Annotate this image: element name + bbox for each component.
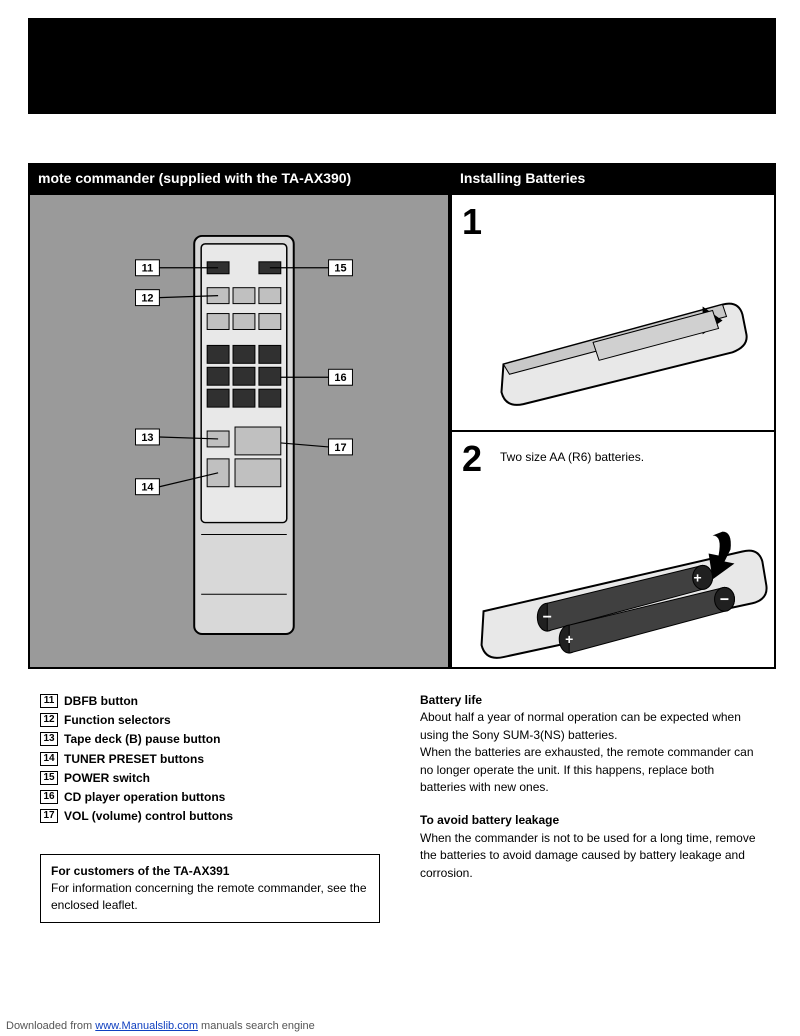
- step-2: 2 Two size AA (R6) batteries. + −: [452, 432, 774, 667]
- legend-num: 17: [40, 809, 58, 823]
- step-1: 1: [452, 195, 774, 432]
- legend-label: Function selectors: [64, 711, 171, 730]
- legend-row: 15 POWER switch: [40, 769, 380, 788]
- legend-num: 12: [40, 713, 58, 727]
- note-body: For information concerning the remote co…: [51, 880, 369, 914]
- legend-row: 12 Function selectors: [40, 711, 380, 730]
- legend-label: CD player operation buttons: [64, 788, 225, 807]
- battery-leakage-title: To avoid battery leakage: [420, 812, 760, 829]
- footer-suffix: manuals search engine: [198, 1020, 315, 1032]
- step-1-illustration: [452, 195, 774, 430]
- legend-label: DBFB button: [64, 692, 138, 711]
- legend-num: 16: [40, 790, 58, 804]
- installing-batteries-title: Installing Batteries: [450, 163, 776, 193]
- svg-text:13: 13: [141, 432, 153, 444]
- step-1-number: 1: [462, 201, 482, 243]
- step-2-illustration: + − + −: [452, 432, 774, 667]
- legend-label: Tape deck (B) pause button: [64, 730, 220, 749]
- remote-diagram: 11 12 13 14 15 16: [30, 195, 448, 667]
- legend-row: 17 VOL (volume) control buttons: [40, 807, 380, 826]
- legend-label: POWER switch: [64, 769, 150, 788]
- legend-row: 11 DBFB button: [40, 692, 380, 711]
- battery-life-title: Battery life: [420, 692, 760, 709]
- battery-life-body: About half a year of normal operation ca…: [420, 709, 760, 796]
- svg-text:14: 14: [141, 482, 154, 494]
- note-title: For customers of the TA-AX391: [51, 863, 369, 880]
- download-footer: Downloaded from www.Manualslib.com manua…: [6, 1020, 315, 1032]
- remote-diagram-panel: 11 12 13 14 15 16: [28, 193, 450, 669]
- battery-steps-panel: 1 2 Two size AA (R6) batteries.: [450, 193, 776, 669]
- legend-num: 13: [40, 732, 58, 746]
- legend-column: 11 DBFB button 12 Function selectors 13 Tap…: [40, 692, 380, 923]
- remote-header-title: mote commander (supplied with the TA-AX3…: [28, 163, 450, 193]
- legend-num: 14: [40, 752, 58, 766]
- footer-prefix: Downloaded from: [6, 1020, 95, 1032]
- legend-num: 11: [40, 694, 58, 708]
- step-2-text: Two size AA (R6) batteries.: [500, 450, 644, 464]
- legend-row: 14 TUNER PRESET buttons: [40, 750, 380, 769]
- legend-label: VOL (volume) control buttons: [64, 807, 233, 826]
- svg-text:+: +: [694, 569, 702, 585]
- svg-text:17: 17: [334, 442, 346, 454]
- svg-text:−: −: [543, 609, 552, 626]
- top-black-bar: [28, 18, 776, 114]
- lower-content: 11 DBFB button 12 Function selectors 13 Tap…: [40, 692, 760, 923]
- legend-row: 13 Tape deck (B) pause button: [40, 730, 380, 749]
- svg-text:+: +: [565, 631, 573, 647]
- footer-link[interactable]: www.Manualslib.com: [95, 1020, 198, 1032]
- battery-leakage-body: When the commander is not to be used for…: [420, 830, 760, 882]
- legend-row: 16 CD player operation buttons: [40, 788, 380, 807]
- battery-info-column: Battery life About half a year of normal…: [420, 692, 760, 923]
- svg-text:12: 12: [141, 293, 153, 305]
- section-header: mote commander (supplied with the TA-AX3…: [28, 163, 776, 193]
- step-2-number: 2: [462, 438, 482, 480]
- svg-text:16: 16: [334, 372, 346, 384]
- battery-life-block: Battery life About half a year of normal…: [420, 692, 760, 796]
- svg-text:15: 15: [334, 263, 346, 275]
- svg-text:11: 11: [142, 263, 154, 275]
- illustration-panels: 11 12 13 14 15 16: [28, 193, 776, 669]
- legend-label: TUNER PRESET buttons: [64, 750, 204, 769]
- callout-legend: 11 DBFB button 12 Function selectors 13 Tap…: [40, 692, 380, 826]
- svg-text:−: −: [720, 591, 729, 608]
- customer-note-box: For customers of the TA-AX391 For inform…: [40, 854, 380, 922]
- battery-leakage-block: To avoid battery leakage When the comman…: [420, 812, 760, 882]
- legend-num: 15: [40, 771, 58, 785]
